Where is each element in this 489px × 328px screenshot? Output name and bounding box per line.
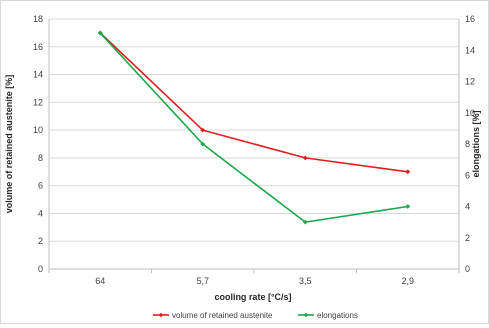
data-point-marker (200, 141, 206, 147)
data-point-marker (405, 204, 411, 209)
y-right-tick-label: 16 (465, 14, 475, 24)
y-right-tick-label: 4 (465, 202, 470, 212)
y-left-tick-label: 2 (38, 236, 43, 246)
x-axis-ticks: 64 5,7 3,5 2,9 (95, 276, 414, 286)
axes (48, 19, 460, 273)
y-left-tick-label: 14 (33, 70, 43, 80)
series-layer (97, 30, 411, 225)
data-point-marker (302, 155, 308, 161)
y-right-tick-label: 10 (465, 108, 475, 118)
data-point-marker (405, 169, 411, 175)
data-point-marker (97, 30, 103, 36)
gridlines (49, 18, 459, 270)
y-left-tick-label: 12 (33, 97, 43, 107)
line-chart: 0 2 4 6 8 10 12 14 16 18 0 2 4 6 8 10 12 14 16 64 5,7 3,5 2,… (4, 14, 481, 320)
y-axis-left-title: volume of retained austenite [%] (4, 75, 14, 214)
right-axis-ticks: 0 2 4 6 8 10 12 14 16 (465, 14, 475, 274)
y-left-tick-label: 16 (33, 42, 43, 52)
left-axis-ticks: 0 2 4 6 8 10 12 14 16 18 (33, 14, 43, 274)
data-point-marker (302, 219, 308, 225)
legend-item: volume of retained austenite (153, 311, 273, 320)
y-right-tick-label: 8 (465, 139, 470, 149)
y-left-tick-label: 6 (38, 181, 43, 191)
legend-swatch-marker (158, 312, 164, 318)
y-right-tick-label: 14 (465, 45, 475, 55)
x-tick-label: 2,9 (401, 276, 414, 286)
y-left-tick-label: 8 (38, 153, 43, 163)
y-left-tick-label: 0 (38, 264, 43, 274)
legend-swatch-marker (303, 312, 309, 318)
y-right-tick-label: 0 (465, 264, 470, 274)
x-axis-title: cooling rate [°C/s] (214, 292, 291, 302)
legend-item: elongations (298, 311, 358, 320)
y-axis-right-title: elongations [%] (471, 110, 481, 177)
legend: volume of retained austenite elongations (153, 311, 358, 320)
y-left-tick-label: 4 (38, 208, 43, 218)
y-left-tick-label: 18 (33, 14, 43, 24)
series-line-1 (99, 32, 408, 173)
legend-label: volume of retained austenite (172, 311, 273, 320)
data-point-marker (200, 127, 206, 133)
y-right-tick-label: 2 (465, 233, 470, 243)
y-left-tick-label: 10 (33, 125, 43, 135)
series-line-2 (99, 32, 408, 223)
x-tick-label: 64 (95, 276, 105, 286)
legend-label: elongations (317, 311, 358, 320)
x-tick-label: 5,7 (196, 276, 209, 286)
y-right-tick-label: 12 (465, 77, 475, 87)
x-tick-label: 3,5 (299, 276, 312, 286)
y-right-tick-label: 6 (465, 170, 470, 180)
